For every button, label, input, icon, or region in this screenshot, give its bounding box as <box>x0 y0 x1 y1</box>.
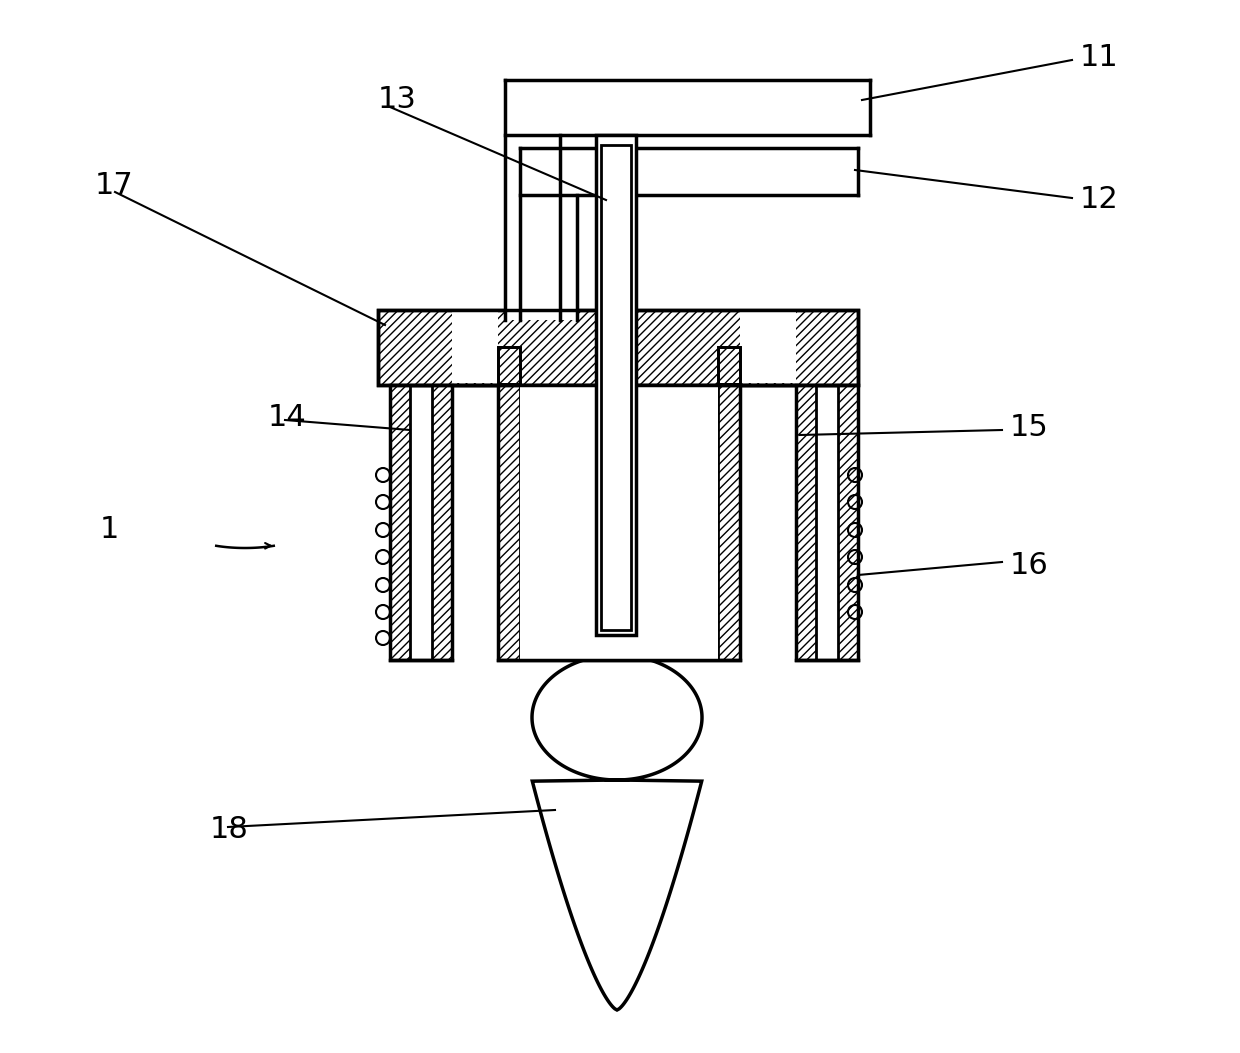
Text: 12: 12 <box>1080 185 1118 215</box>
Text: 15: 15 <box>1011 414 1049 442</box>
Bar <box>521 150 575 320</box>
Bar <box>796 385 816 660</box>
Bar <box>740 312 796 383</box>
Bar <box>506 81 559 320</box>
Bar <box>577 150 857 194</box>
Text: 1: 1 <box>100 516 119 544</box>
Text: 18: 18 <box>210 815 249 845</box>
Bar <box>391 385 453 660</box>
Bar <box>453 312 498 383</box>
Bar <box>498 385 740 660</box>
Bar <box>718 385 740 660</box>
Polygon shape <box>532 655 702 1010</box>
Bar <box>596 312 636 383</box>
Bar <box>718 347 740 384</box>
Text: 16: 16 <box>1011 551 1049 579</box>
Bar <box>520 385 718 660</box>
Bar <box>560 81 869 134</box>
Bar <box>498 347 520 384</box>
Text: 14: 14 <box>268 403 306 433</box>
Bar <box>596 135 636 635</box>
Bar <box>601 145 631 630</box>
Bar <box>391 385 410 660</box>
Bar <box>378 310 858 385</box>
Bar <box>432 385 453 660</box>
Bar <box>796 385 858 660</box>
Bar <box>838 385 858 660</box>
Bar <box>498 347 520 384</box>
Bar <box>498 385 520 660</box>
Bar <box>718 347 740 384</box>
Bar <box>378 310 858 385</box>
Text: 11: 11 <box>1080 43 1118 73</box>
Text: 13: 13 <box>378 85 417 115</box>
Text: 17: 17 <box>95 171 134 199</box>
